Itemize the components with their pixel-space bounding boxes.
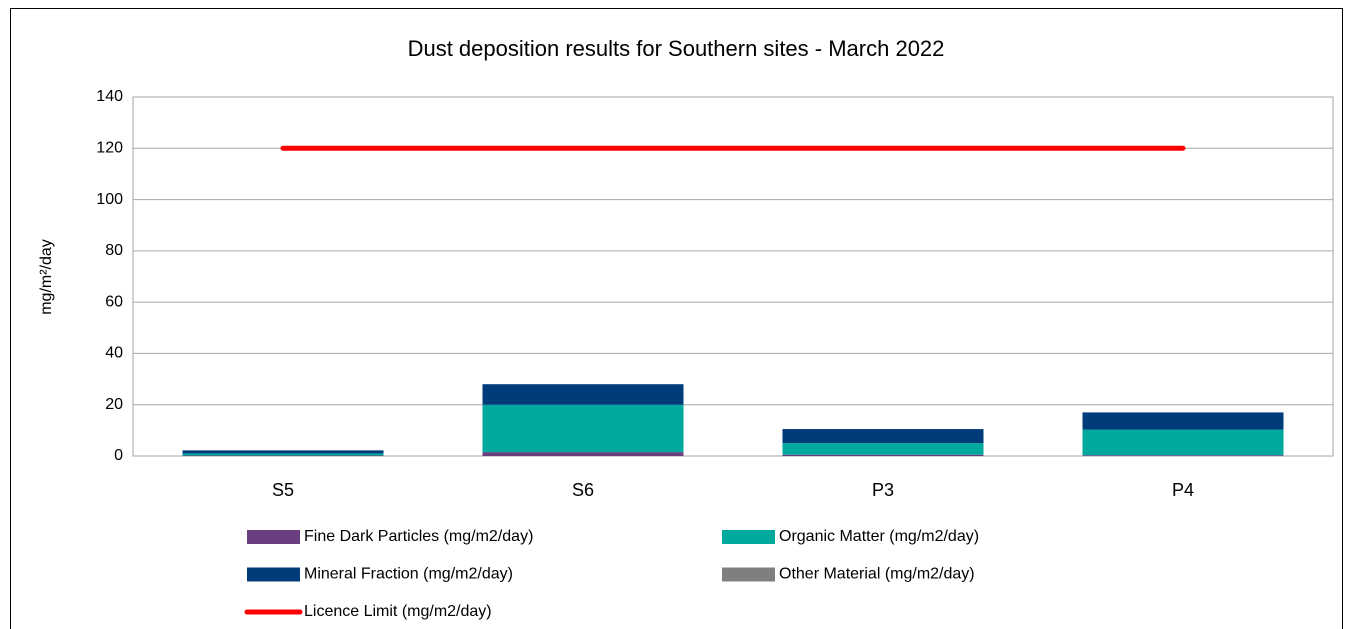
y-tick-label: 60	[105, 293, 123, 310]
y-tick-label: 20	[105, 396, 123, 413]
bar-segment	[782, 443, 984, 455]
legend-label: Fine Dark Particles (mg/m2/day)	[304, 528, 533, 545]
bar-segment	[182, 455, 384, 456]
legend-swatch	[247, 530, 300, 544]
legend-swatch	[722, 530, 775, 544]
bar-segment	[1082, 412, 1284, 430]
y-axis-label: mg/m²/day	[38, 239, 55, 315]
chart-border	[10, 8, 1343, 629]
bar-segment	[782, 454, 984, 456]
y-tick-label: 140	[96, 88, 123, 105]
bar-segment	[182, 453, 384, 456]
y-tick-label: 100	[96, 191, 123, 208]
x-tick-label: S6	[572, 480, 594, 500]
x-tick-label: P3	[872, 480, 894, 500]
legend-label: Licence Limit (mg/m2/day)	[304, 603, 492, 620]
bar-segment	[482, 452, 684, 456]
y-tick-label: 80	[105, 242, 123, 259]
x-tick-label: S5	[272, 480, 294, 500]
y-tick-label: 40	[105, 345, 123, 362]
bar-segment	[782, 429, 984, 444]
bar-segment	[1082, 429, 1284, 456]
plot-area	[132, 96, 1334, 457]
y-tick-label: 0	[114, 447, 123, 464]
legend-swatch	[722, 567, 775, 582]
bar-segment	[482, 404, 684, 453]
bar-segment	[482, 384, 684, 405]
legend-label: Organic Matter (mg/m2/day)	[779, 528, 979, 545]
chart-title: Dust deposition results for Southern sit…	[408, 36, 945, 61]
legend-label: Other Material (mg/m2/day)	[779, 566, 975, 583]
bar-segment	[182, 450, 384, 454]
legend-label: Mineral Fraction (mg/m2/day)	[304, 566, 513, 583]
bar-segment	[1082, 455, 1284, 456]
y-tick-label: 120	[96, 140, 123, 157]
x-tick-label: P4	[1172, 480, 1194, 500]
legend-swatch	[247, 567, 300, 582]
